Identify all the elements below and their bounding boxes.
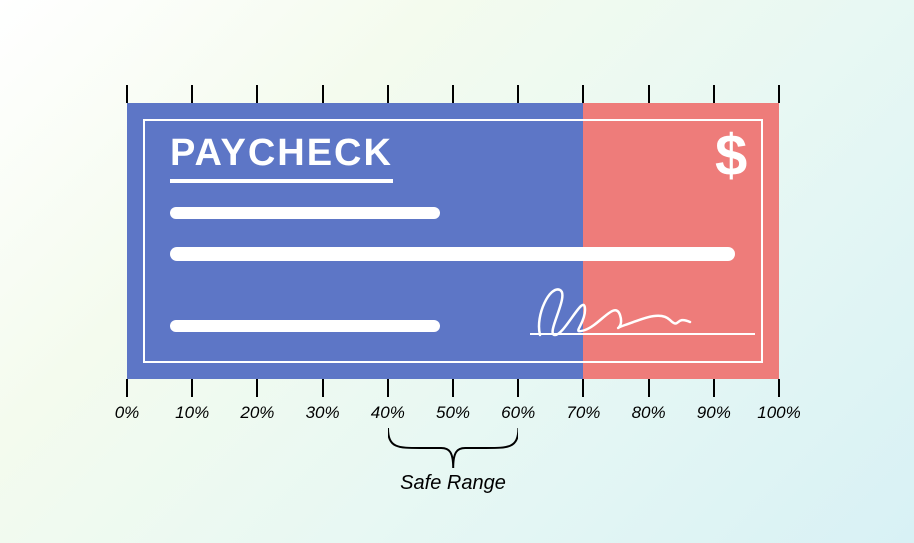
tick-label: 10% — [175, 403, 209, 423]
tick-top — [256, 85, 258, 103]
tick-top — [126, 85, 128, 103]
tick-bottom — [648, 379, 650, 397]
tick-bottom — [322, 379, 324, 397]
safe-range-brace — [388, 428, 518, 468]
paycheck-title: PAYCHECK — [170, 132, 393, 183]
tick-top — [648, 85, 650, 103]
tick-top — [713, 85, 715, 103]
tick-top — [452, 85, 454, 103]
signature — [530, 280, 755, 345]
tick-bottom — [126, 379, 128, 397]
tick-label: 40% — [371, 403, 405, 423]
dollar-icon: $ — [715, 122, 747, 189]
tick-label: 50% — [436, 403, 470, 423]
tick-label: 0% — [115, 403, 140, 423]
signature-underline — [530, 333, 755, 335]
tick-label: 100% — [757, 403, 800, 423]
tick-bottom — [517, 379, 519, 397]
paycheck-line-3 — [170, 320, 440, 332]
tick-top — [582, 85, 584, 103]
tick-top — [517, 85, 519, 103]
tick-bottom — [713, 379, 715, 397]
tick-top — [322, 85, 324, 103]
tick-bottom — [778, 379, 780, 397]
tick-bottom — [452, 379, 454, 397]
tick-label: 70% — [566, 403, 600, 423]
tick-label: 90% — [697, 403, 731, 423]
tick-top — [191, 85, 193, 103]
tick-label: 60% — [501, 403, 535, 423]
paycheck-line-2 — [170, 247, 735, 261]
tick-label: 80% — [632, 403, 666, 423]
tick-label: 20% — [240, 403, 274, 423]
tick-top — [387, 85, 389, 103]
tick-label: 30% — [306, 403, 340, 423]
tick-bottom — [191, 379, 193, 397]
tick-bottom — [582, 379, 584, 397]
safe-range-label: Safe Range — [400, 472, 506, 495]
paycheck-line-1 — [170, 207, 440, 219]
tick-bottom — [256, 379, 258, 397]
tick-top — [778, 85, 780, 103]
tick-bottom — [387, 379, 389, 397]
